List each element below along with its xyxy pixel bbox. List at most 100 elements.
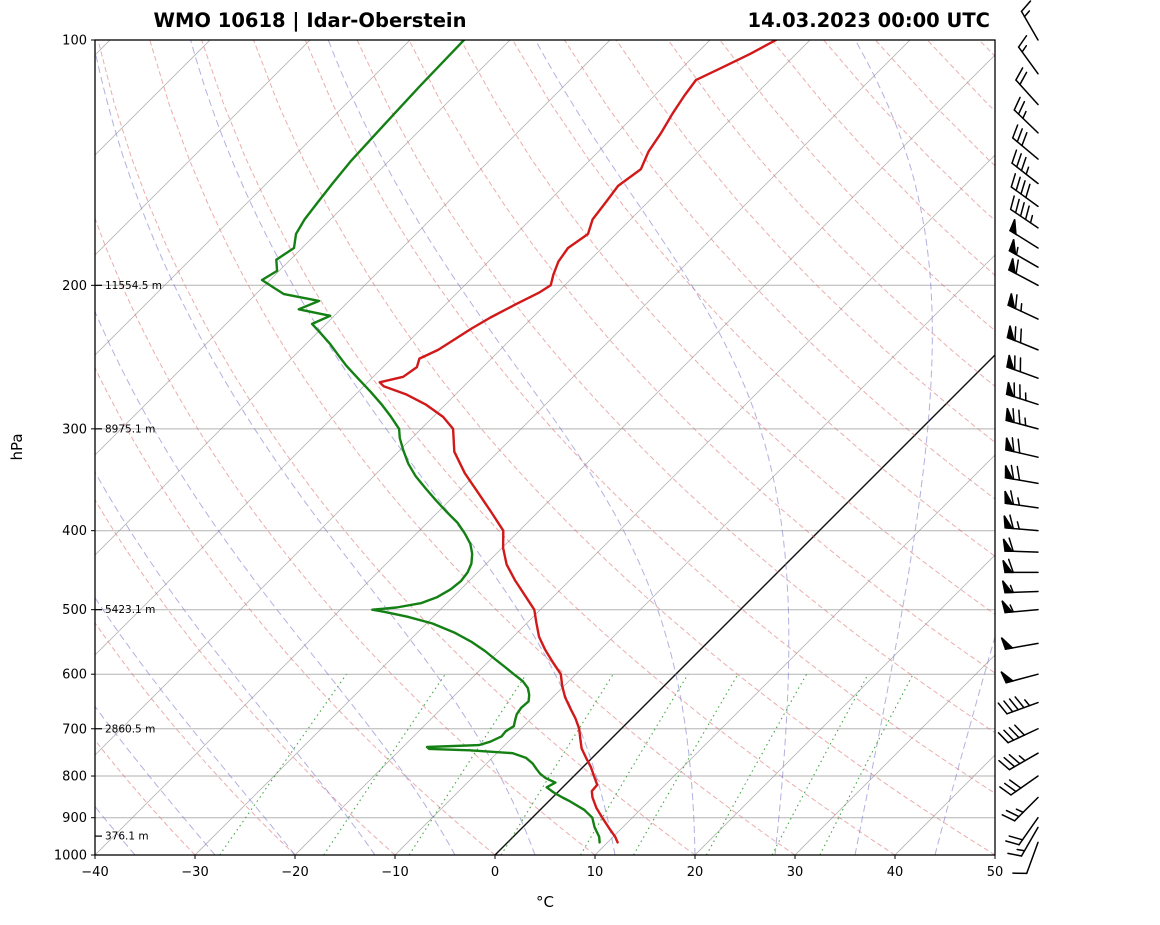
wind-barb [1007,258,1039,287]
height-label: 8975.1 m [105,423,155,435]
mixing-ratio-line [705,673,808,855]
wind-barb-full [1017,100,1026,115]
wind-barb-full [1015,176,1021,192]
x-tick-label: 40 [887,865,904,880]
wind-barb-full [1021,131,1028,147]
wind-barb-full [1015,153,1022,168]
wind-barb-half [1018,755,1026,762]
wind-barb [1017,35,1039,75]
wind-barb-full [1008,779,1022,789]
wind-barb [1011,124,1039,160]
wind-barb-full [1001,814,1016,822]
isotherm [694,554,995,855]
moist-adiabat [95,48,536,855]
moist-adiabat [95,596,296,855]
wind-barb-pennant [1002,538,1014,553]
wind-barb-half [1021,45,1028,53]
wind-barb [1013,96,1039,134]
wind-barb-full [1020,156,1027,172]
isotherm [194,54,995,855]
wind-barb [1015,67,1039,106]
wind-barb-full [1025,183,1031,199]
y-tick-label: 500 [62,603,87,618]
wind-barb-full [1003,756,1016,768]
wind-barb [1009,195,1039,229]
wind-barb-column [997,0,1039,875]
dry-adiabat [667,40,995,387]
height-label: 376.1 m [105,831,149,843]
moist-adiabat [934,634,995,855]
x-tick-label: −40 [81,865,108,880]
wind-barb [1007,826,1039,857]
mixing-ratio-line [819,673,914,855]
isotherm [95,40,511,456]
wind-barb-pennant [1003,515,1014,530]
isotherm [95,40,311,256]
wind-barb-pennant [1004,465,1014,480]
dewpoint-curve [260,40,601,844]
x-tick-label: −20 [281,865,308,880]
moist-adiabat [327,40,696,855]
wind-barb-full [1011,124,1019,139]
mixing-ratio-line [219,673,347,855]
wind-barb-half [1016,848,1026,852]
dry-adiabat [97,40,696,855]
wind-barb-pennant [1004,490,1014,506]
height-label: 2860.5 m [105,723,155,735]
wind-barb-full [1008,537,1014,553]
wind-barb-full [1003,700,1014,713]
wind-barb-pennant [1007,258,1017,275]
moist-adiabat [190,40,616,855]
wind-barb-full [1019,71,1028,86]
wind-barb [1002,558,1039,574]
wind-barb-half [1025,166,1030,176]
wind-barb [997,696,1039,715]
wind-barb-full [1019,328,1023,344]
y-tick-label: 200 [62,279,87,294]
wind-barb [1005,437,1039,458]
dry-adiabat [95,498,396,855]
wind-barb-pennant [1008,239,1017,256]
wind-barb-pennant [1005,381,1015,398]
wind-barb-full [1008,753,1021,765]
wind-barb-half [1029,214,1034,224]
x-tick-label: 30 [787,865,804,880]
dry-adiabat [253,40,995,855]
datetime-title: 14.03.2023 00:00 UTC [748,9,990,32]
wind-barb [1002,537,1039,553]
wind-barb-half [1016,521,1021,530]
wind-barb [1005,407,1039,430]
x-tick-label: 0 [491,865,499,880]
wind-barb-full [1008,835,1024,841]
wind-barb-full [1019,202,1025,217]
wind-barb-half [1017,497,1021,506]
wind-barb-full [1014,294,1018,310]
wind-barb-full [1003,782,1017,793]
dry-adiabat [149,40,796,855]
wind-barb [1012,841,1039,875]
wind-barb-full [1016,128,1023,143]
wind-barb [1004,464,1039,485]
wind-barb-half [1009,604,1015,613]
x-tick-label: −30 [181,865,208,880]
wind-barb-pennant [1005,437,1014,453]
wind-barb [1009,219,1039,249]
isotherm [95,40,411,356]
wind-barb [1001,796,1039,822]
wind-barb-half [1024,417,1027,427]
moist-adiabat [854,40,933,855]
wind-barb-full [1020,180,1026,195]
wind-barb-pennant [1009,219,1017,236]
wind-barb-full [1014,326,1017,342]
plot-border [94,39,996,856]
wind-barb [1005,381,1039,406]
wind-barb [1010,173,1039,208]
wind-barb [1007,293,1039,320]
isotherm [794,654,995,855]
wind-barb-full [1017,438,1021,454]
y-tick-label: 100 [62,34,87,49]
isotherm [95,40,711,656]
wind-barb-full [1007,558,1014,574]
